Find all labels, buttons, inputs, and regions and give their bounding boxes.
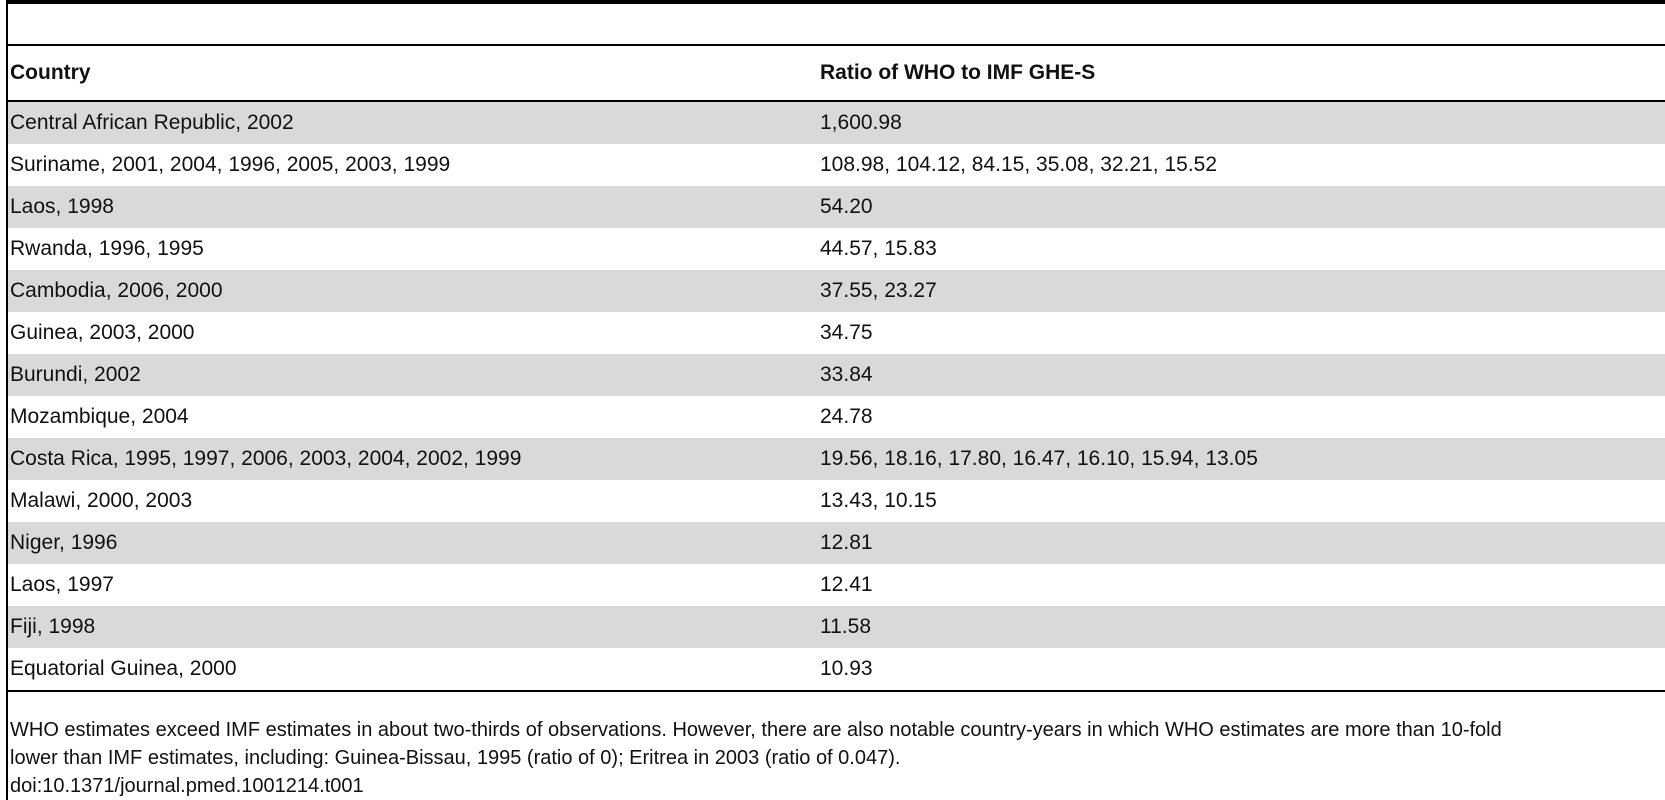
ratio-cell: 54.20 [820, 195, 873, 218]
ratio-cell: 24.78 [820, 405, 873, 428]
top-rule [6, 0, 1665, 4]
ratio-cell: 19.56, 18.16, 17.80, 16.47, 16.10, 15.94… [820, 447, 1258, 470]
header-top-rule [6, 44, 1665, 46]
table-row: Burundi, 2002 33.84 [8, 354, 1665, 396]
country-cell: Costa Rica, 1995, 1997, 2006, 2003, 2004… [10, 447, 522, 470]
table-header-row: Country Ratio of WHO to IMF GHE-S [8, 46, 1665, 102]
table-body: Central African Republic, 2002 1,600.98 Su… [8, 102, 1665, 690]
data-table: Country Ratio of WHO to IMF GHE-S Centra… [8, 46, 1665, 692]
country-cell: Laos, 1998 [10, 195, 114, 218]
table-row: Suriname, 2001, 2004, 1996, 2005, 2003, … [8, 144, 1665, 186]
table-row: Central African Republic, 2002 1,600.98 [8, 102, 1665, 144]
left-border [6, 0, 8, 800]
ratio-cell: 108.98, 104.12, 84.15, 35.08, 32.21, 15.… [820, 153, 1218, 176]
ratio-cell: 12.41 [820, 573, 873, 596]
doi-text: doi:10.1371/journal.pmed.1001214.t001 [10, 775, 364, 797]
ratio-cell: 37.55, 23.27 [820, 279, 937, 302]
country-cell: Niger, 1996 [10, 531, 118, 554]
country-cell: Fiji, 1998 [10, 615, 96, 638]
country-cell: Laos, 1997 [10, 573, 114, 596]
country-cell: Equatorial Guinea, 2000 [10, 657, 237, 680]
footnote-line-1: WHO estimates exceed IMF estimates in ab… [10, 719, 1502, 741]
country-cell: Rwanda, 1996, 1995 [10, 237, 204, 260]
country-cell: Malawi, 2000, 2003 [10, 489, 193, 512]
table-row: Costa Rica, 1995, 1997, 2006, 2003, 2004… [8, 438, 1665, 480]
ratio-cell: 10.93 [820, 657, 873, 680]
table-row: Rwanda, 1996, 1995 44.57, 15.83 [8, 228, 1665, 270]
table-footnote: WHO estimates exceed IMF estimates in ab… [10, 716, 1659, 800]
country-cell: Burundi, 2002 [10, 363, 141, 386]
ratio-cell: 33.84 [820, 363, 873, 386]
country-column-header: Country [10, 61, 91, 84]
ratio-cell: 12.81 [820, 531, 873, 554]
table-row: Laos, 1998 54.20 [8, 186, 1665, 228]
table-row: Guinea, 2003, 2000 34.75 [8, 312, 1665, 354]
country-cell: Suriname, 2001, 2004, 1996, 2005, 2003, … [10, 153, 451, 176]
country-cell: Central African Republic, 2002 [10, 111, 294, 134]
table-row: Cambodia, 2006, 2000 37.55, 23.27 [8, 270, 1665, 312]
ratio-cell: 1,600.98 [820, 111, 902, 134]
country-cell: Guinea, 2003, 2000 [10, 321, 195, 344]
ratio-column-header: Ratio of WHO to IMF GHE-S [820, 61, 1096, 84]
table-bottom-rule [8, 690, 1665, 692]
table-row: Malawi, 2000, 2003 13.43, 10.15 [8, 480, 1665, 522]
table-row: Mozambique, 2004 24.78 [8, 396, 1665, 438]
ratio-cell: 44.57, 15.83 [820, 237, 937, 260]
country-cell: Mozambique, 2004 [10, 405, 189, 428]
ratio-cell: 34.75 [820, 321, 873, 344]
country-cell: Cambodia, 2006, 2000 [10, 279, 223, 302]
table-row: Fiji, 1998 11.58 [8, 606, 1665, 648]
table-row: Niger, 1996 12.81 [8, 522, 1665, 564]
ratio-cell: 11.58 [820, 615, 871, 638]
table-row: Laos, 1997 12.41 [8, 564, 1665, 606]
table-row: Equatorial Guinea, 2000 10.93 [8, 648, 1665, 690]
ratio-cell: 13.43, 10.15 [820, 489, 937, 512]
footnote-line-2: lower than IMF estimates, including: Gui… [10, 747, 901, 769]
